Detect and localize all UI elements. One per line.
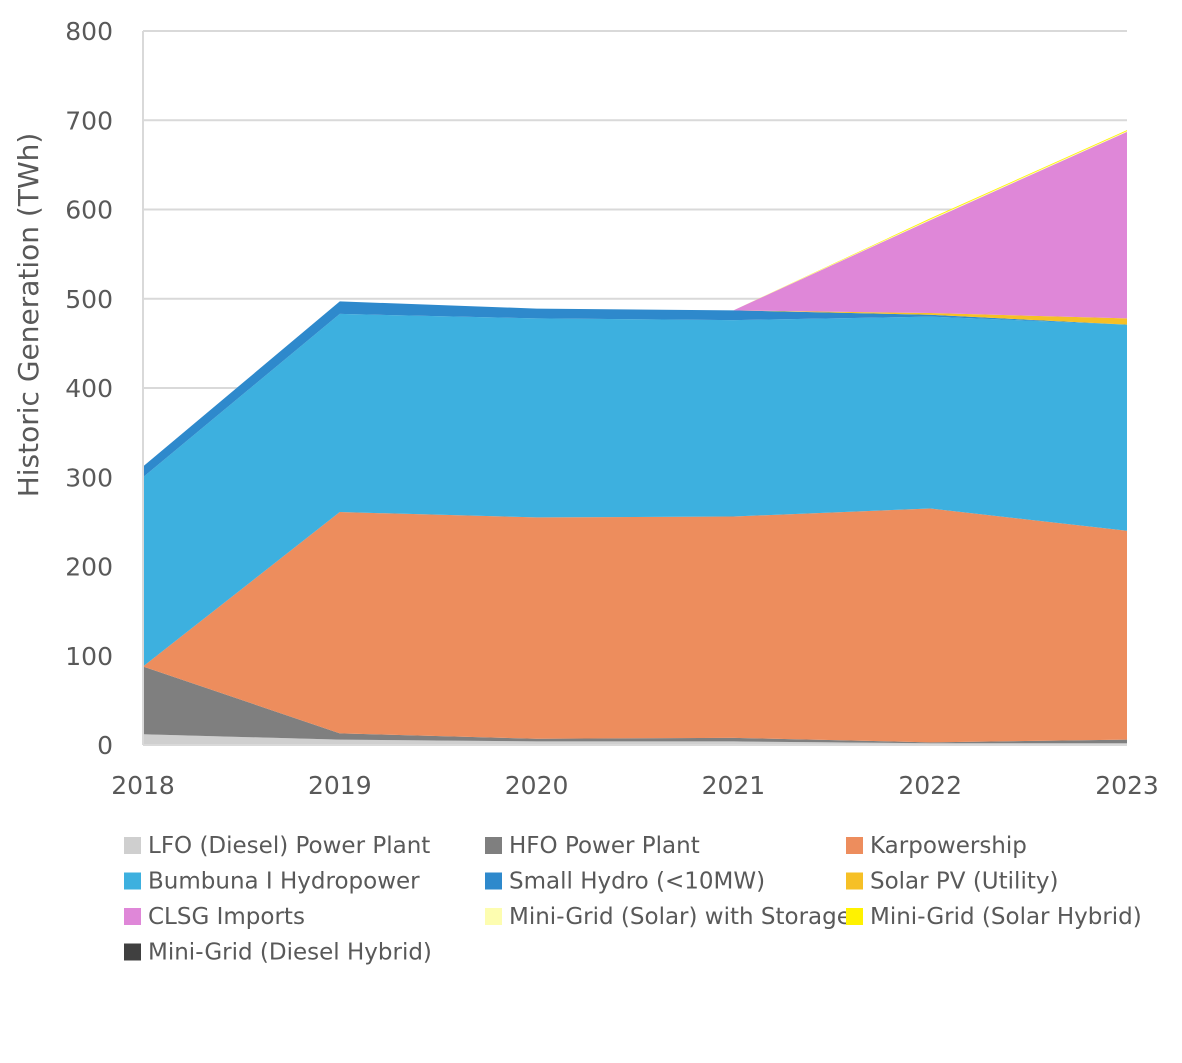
area-bumbuna-i-hydropower	[143, 313, 1127, 667]
x-tick-label: 2023	[1095, 771, 1159, 800]
x-tick-label: 2019	[308, 771, 372, 800]
legend-swatch	[124, 872, 141, 890]
legend-swatch	[485, 872, 502, 890]
y-tick-label: 200	[65, 553, 113, 582]
area-series-group	[143, 130, 1127, 745]
area-clsg-imports	[143, 131, 1127, 467]
x-tick-label: 2022	[898, 771, 962, 800]
legend-swatch	[124, 908, 141, 925]
x-tick-label: 2018	[111, 771, 175, 800]
legend-label: Karpowership	[870, 833, 1027, 859]
y-tick-label: 100	[65, 642, 113, 671]
legend-label: Solar PV (Utility)	[870, 869, 1058, 895]
legend-item-lfo-diesel-power-plant: LFO (Diesel) Power Plant	[124, 833, 430, 859]
axes	[142, 31, 1127, 746]
legend-swatch	[485, 837, 502, 854]
legend-label: HFO Power Plant	[509, 833, 700, 859]
legend-label: LFO (Diesel) Power Plant	[148, 833, 430, 859]
legend-item-solar-pv-utility: Solar PV (Utility)	[846, 869, 1058, 895]
legend-label: Bumbuna I Hydropower	[148, 869, 420, 895]
legend-item-clsg-imports: CLSG Imports	[124, 904, 305, 930]
legend-item-small-hydro-10mw: Small Hydro (<10MW)	[485, 869, 765, 895]
y-tick-label: 400	[65, 374, 113, 403]
y-tick-labels: 0 100 200 300 400 500 600 700 800	[65, 17, 113, 760]
y-tick-label: 0	[97, 731, 113, 760]
y-tick-label: 300	[65, 463, 113, 492]
legend-item-mini-grid-solar-hybrid: Mini-Grid (Solar Hybrid)	[846, 904, 1142, 930]
legend-item-hfo-power-plant: HFO Power Plant	[485, 833, 700, 859]
y-tick-label: 500	[65, 285, 113, 314]
legend-item-mini-grid-diesel-hybrid: Mini-Grid (Diesel Hybrid)	[124, 940, 432, 966]
x-tick-label: 2021	[702, 771, 766, 800]
legend-swatch	[124, 837, 141, 854]
y-tick-label: 700	[65, 106, 113, 135]
legend-label: Mini-Grid (Diesel Hybrid)	[148, 940, 432, 966]
legend-swatch	[846, 837, 863, 854]
legend-label: Mini-Grid (Solar Hybrid)	[870, 904, 1142, 930]
legend-swatch	[846, 908, 863, 925]
area-solar-pv-utility	[143, 301, 1127, 467]
legend-item-karpowership: Karpowership	[846, 833, 1027, 859]
legend-item-bumbuna-i-hydropower: Bumbuna I Hydropower	[124, 869, 420, 895]
legend-swatch	[124, 943, 141, 961]
legend-label: Mini-Grid (Solar) with Storage	[509, 904, 851, 930]
legend: LFO (Diesel) Power Plant HFO Power Plant K…	[124, 833, 1142, 966]
y-tick-label: 800	[65, 17, 113, 46]
area-hfo-power-plant	[143, 666, 1127, 744]
legend-swatch	[485, 908, 502, 925]
y-axis-label: Historic Generation (TWh)	[12, 133, 45, 498]
legend-label: Small Hydro (<10MW)	[509, 869, 765, 895]
y-tick-label: 600	[65, 196, 113, 225]
area-karpowership	[143, 508, 1127, 743]
legend-label: CLSG Imports	[148, 904, 305, 930]
legend-item-mini-grid-solar-with-storage: Mini-Grid (Solar) with Storage	[485, 904, 851, 930]
x-tick-labels: 2018 2019 2020 2021 2022 2023	[111, 771, 1159, 800]
legend-swatch	[846, 872, 863, 890]
x-tick-label: 2020	[505, 771, 569, 800]
area-lfo-diesel-power-plant	[143, 734, 1127, 745]
